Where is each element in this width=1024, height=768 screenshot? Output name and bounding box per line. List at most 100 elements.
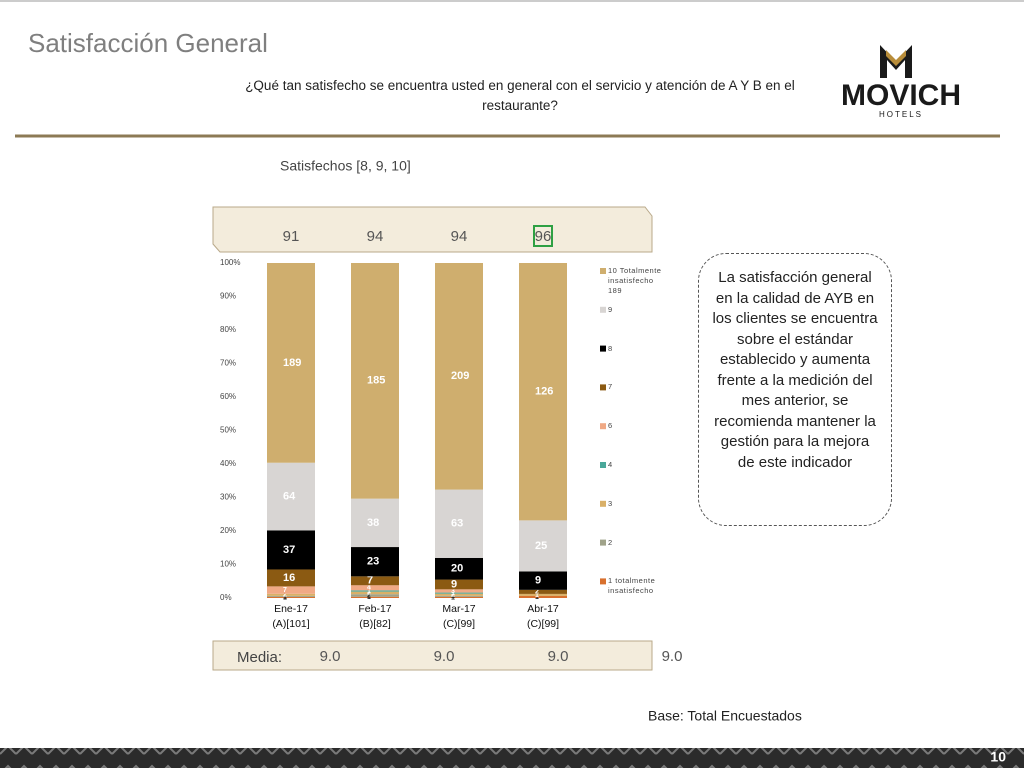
data-label: 23 [367,556,379,568]
bar-segment [351,547,399,577]
legend-text: 2 [608,537,613,547]
data-label: 2 [535,589,539,596]
question-box: ¿Qué tan satisfecho se encuentra usted e… [245,78,795,113]
data-label: 2 [451,592,455,599]
bar-segment [267,530,315,570]
y-tick-label: 40% [220,459,236,468]
data-label: 1 [451,590,455,597]
data-label: 1 [367,594,371,601]
y-tick-label: 80% [220,325,236,334]
data-label: 209 [451,370,469,382]
y-tick-label: 20% [220,526,236,535]
base-note: Base: Total Encuestados [648,708,802,724]
bar-segment [435,596,483,598]
media-value: 9.0 [320,648,341,665]
bar-segment [519,520,567,572]
bar-segment [435,595,483,597]
y-tick-label: 60% [220,392,236,401]
bar-segment [435,489,483,558]
legend-swatch [600,539,606,546]
legend-box: 1 totalmente insatisfecho [608,576,656,596]
data-label: 126 [535,386,553,398]
data-label: 20 [451,563,463,575]
legend-box: 6 [608,421,613,431]
data-label: 189 [283,357,301,369]
bar-segment [267,462,315,531]
legend-text: 9 [608,304,613,314]
y-tick-label: 10% [220,560,236,569]
x-base-label: (B)[82] [359,618,391,630]
data-label: 7 [367,575,373,587]
legend-box: 2 [608,537,613,547]
legend-text: 6 [608,421,613,431]
y-tick-label: 50% [220,426,236,435]
bar-segment [435,589,483,593]
logo-sub: HOTELS [879,110,923,119]
legend-swatch [600,500,606,507]
logo-text: MOVICH [841,79,961,112]
bar-segment [351,594,399,597]
logo: MOVICH HOTELS [841,45,961,119]
legend-text: 10 Totalmente insatisfecho 189 [608,266,662,295]
legend-box: 7 [608,382,613,392]
data-label: 9 [535,575,541,587]
data-label: 2 [283,592,287,599]
data-label: 1 [367,588,371,595]
bar-segment [267,595,315,597]
x-tick-label: Ene-17 [274,603,308,615]
legend-text: 1 totalmente insatisfecho [608,576,656,596]
legend-text: 8 [608,343,613,353]
legend-swatch [600,384,606,391]
data-label: 3 [451,588,455,595]
data-label: 1 [451,594,455,601]
legend-box: 4 [608,460,613,469]
data-label: 2 [367,590,371,597]
bar-segment [267,263,315,463]
media-banner [212,640,653,671]
x-tick-label: Abr-17 [527,603,559,615]
y-tick-label: 30% [220,493,236,502]
bar-segment [267,569,315,587]
bar-segment [519,593,567,596]
top-value: 96 [535,228,552,245]
media-value: 9.0 [548,648,569,665]
page-number: 10 [990,749,1006,765]
bar-segment [435,263,483,490]
data-label: 64 [283,490,296,502]
legend-swatch [600,345,606,352]
data-label: 16 [283,572,295,584]
bar-segment [435,593,483,596]
x-tick-label: Feb-17 [358,603,391,615]
data-label: 9 [451,578,457,590]
data-label: 1 [451,593,455,600]
legend-box: 9 [608,304,613,314]
legend-swatch [600,423,606,430]
legend-swatch [600,306,606,313]
legend-box: 3 [608,499,612,508]
y-tick-label: 70% [220,359,236,368]
y-tick-label: 90% [220,292,236,301]
legend-swatch [600,578,606,585]
highlight-box [533,225,553,247]
data-label: 63 [451,518,463,530]
bar-segment [351,498,399,548]
bar-segment [267,593,315,596]
media-value: 9.0 [662,648,683,665]
bar-segment [351,591,399,595]
data-label: 1 [535,592,539,599]
bar-segment [435,557,483,580]
legend-text: 7 [608,382,613,392]
bar-segment [267,596,315,598]
legend-text: 4 [608,460,613,469]
data-label: 25 [535,540,547,552]
chart-subtitle: Satisfechos [8, 9, 10] [280,158,411,174]
top-value: 91 [283,228,300,245]
bar-segment [267,586,315,594]
bar-segment [435,579,483,590]
data-label: 38 [367,517,379,529]
data-label: 4 [367,585,371,592]
bar-segment [519,589,567,594]
callout: La satisfacción general en la calidad de… [698,253,892,526]
bar-segment [435,592,483,594]
